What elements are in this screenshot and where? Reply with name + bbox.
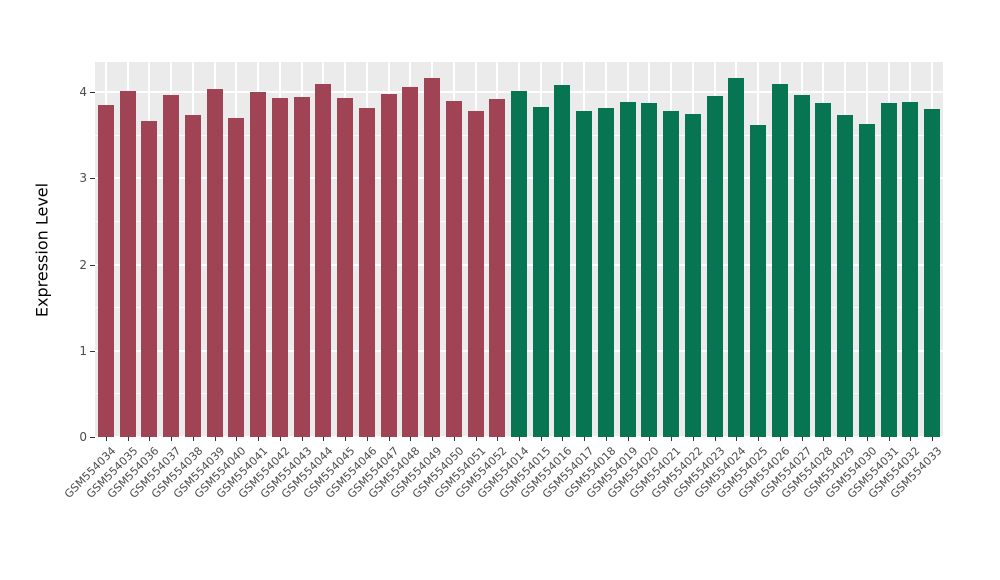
- x-tick-mark: [758, 437, 760, 441]
- bar: [315, 83, 332, 437]
- bar: [467, 111, 484, 437]
- bar: [858, 124, 875, 437]
- y-tick-label: 4: [79, 85, 87, 100]
- bar: [380, 93, 397, 437]
- bar: [163, 94, 180, 437]
- x-tick-mark: [149, 437, 151, 441]
- bar: [97, 105, 114, 437]
- bar: [641, 103, 658, 437]
- x-tick-mark: [866, 437, 868, 441]
- y-tick-mark: [90, 350, 95, 352]
- bar: [902, 101, 919, 437]
- x-tick-mark: [497, 437, 499, 441]
- x-tick-mark: [605, 437, 607, 441]
- bar: [206, 88, 223, 437]
- bar: [815, 102, 832, 437]
- x-tick-mark: [127, 437, 129, 441]
- bar: [228, 118, 245, 437]
- bar: [880, 103, 897, 437]
- x-tick-mark: [845, 437, 847, 441]
- x-tick-mark: [432, 437, 434, 441]
- bar: [837, 114, 854, 437]
- bar: [663, 111, 680, 437]
- y-tick-label: 3: [79, 171, 87, 186]
- bar: [554, 85, 571, 437]
- y-tick-mark: [90, 178, 95, 180]
- x-tick-mark: [932, 437, 934, 441]
- bar: [250, 92, 267, 437]
- x-tick-mark: [692, 437, 694, 441]
- x-tick-mark: [258, 437, 260, 441]
- y-tick-mark: [90, 264, 95, 266]
- bar: [728, 78, 745, 437]
- bar: [293, 97, 310, 437]
- y-tick-label: 1: [79, 343, 87, 358]
- bar: [119, 91, 136, 437]
- x-tick-mark: [171, 437, 173, 441]
- x-tick-mark: [562, 437, 564, 441]
- bar: [337, 98, 354, 437]
- x-tick-mark: [236, 437, 238, 441]
- x-tick-mark: [279, 437, 281, 441]
- x-tick-mark: [345, 437, 347, 441]
- x-tick-mark: [779, 437, 781, 441]
- x-tick-mark: [410, 437, 412, 441]
- y-tick-mark: [90, 437, 95, 438]
- x-tick-mark: [475, 437, 477, 441]
- bar: [706, 95, 723, 437]
- bar: [141, 120, 158, 437]
- bar: [684, 113, 701, 437]
- plot-panel: [95, 62, 943, 438]
- y-tick-mark: [90, 92, 95, 94]
- bar: [576, 111, 593, 437]
- bar: [358, 107, 375, 437]
- x-tick-mark: [366, 437, 368, 441]
- bar: [511, 91, 527, 437]
- x-tick-mark: [540, 437, 542, 441]
- x-tick-mark: [192, 437, 194, 441]
- x-tick-mark: [519, 437, 520, 441]
- x-tick-mark: [910, 437, 912, 441]
- bar: [184, 114, 201, 437]
- x-tick-mark: [801, 437, 803, 441]
- bar: [445, 100, 462, 437]
- x-tick-mark: [627, 437, 629, 441]
- bar: [619, 101, 636, 437]
- x-tick-mark: [823, 437, 825, 441]
- x-tick-mark: [888, 437, 890, 441]
- x-tick-mark: [105, 437, 107, 441]
- x-tick-mark: [671, 437, 673, 441]
- x-tick-mark: [736, 437, 738, 441]
- bar: [750, 124, 767, 437]
- x-tick-mark: [649, 437, 651, 441]
- y-tick-label: 2: [79, 257, 87, 272]
- bar: [424, 77, 441, 437]
- bar: [489, 99, 506, 437]
- x-tick-mark: [584, 437, 586, 441]
- x-tick-mark: [301, 437, 303, 441]
- x-tick-mark: [714, 437, 716, 441]
- y-axis-title: Expression Level: [32, 182, 52, 318]
- x-tick-mark: [214, 437, 216, 441]
- bar: [771, 84, 788, 437]
- x-tick-mark: [453, 437, 455, 441]
- bar: [793, 94, 810, 437]
- bar: [532, 106, 549, 437]
- bar: [271, 98, 288, 437]
- bar: [924, 109, 941, 437]
- bar: [597, 107, 614, 437]
- bar: [402, 87, 419, 437]
- x-tick-mark: [388, 437, 390, 441]
- y-tick-label: 0: [79, 430, 87, 444]
- x-tick-mark: [323, 437, 325, 441]
